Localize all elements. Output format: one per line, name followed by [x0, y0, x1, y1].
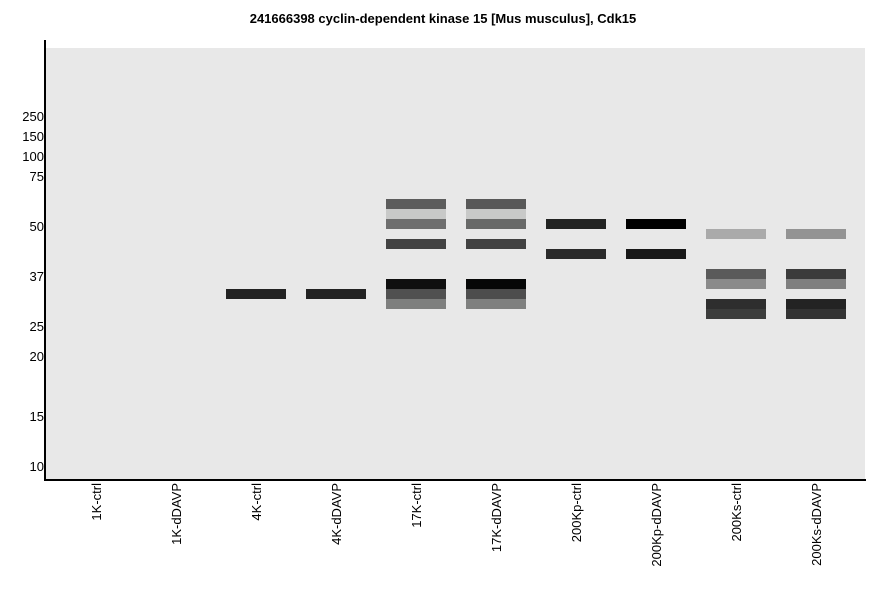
chart-title: 241666398 cyclin-dependent kinase 15 [Mu… — [249, 11, 637, 26]
band — [386, 209, 446, 219]
band — [466, 299, 526, 309]
band — [546, 219, 606, 229]
lane-label: 1K-ctrl — [89, 483, 104, 521]
lane-label: 4K-dDAVP — [329, 483, 344, 545]
band — [466, 279, 526, 289]
lane-label: 17K-dDAVP — [489, 483, 504, 552]
y-tick-label: 10 — [30, 459, 44, 474]
band — [466, 209, 526, 219]
band — [466, 239, 526, 249]
band — [706, 299, 766, 309]
y-tick-label: 75 — [30, 169, 44, 184]
band — [386, 299, 446, 309]
lane-label: 4K-ctrl — [249, 483, 264, 521]
y-tick-label: 15 — [30, 409, 44, 424]
band — [386, 199, 446, 209]
lane-label: 17K-ctrl — [409, 483, 424, 528]
y-tick-label: 20 — [30, 349, 44, 364]
band — [786, 299, 846, 309]
y-tick-label: 37 — [30, 269, 44, 284]
band — [386, 289, 446, 299]
band — [706, 269, 766, 279]
band — [466, 289, 526, 299]
blot-background — [45, 48, 865, 479]
y-tick-label: 250 — [22, 109, 44, 124]
band — [786, 309, 846, 319]
band — [706, 309, 766, 319]
lane-label: 200Ks-ctrl — [729, 483, 744, 542]
lane-label: 1K-dDAVP — [169, 483, 184, 545]
band — [786, 279, 846, 289]
y-tick-label: 50 — [30, 219, 44, 234]
band — [386, 239, 446, 249]
band — [386, 279, 446, 289]
band — [786, 269, 846, 279]
band — [786, 229, 846, 239]
y-tick-label: 150 — [22, 129, 44, 144]
y-tick-label: 100 — [22, 149, 44, 164]
lane-label: 200Kp-dDAVP — [649, 483, 664, 567]
band — [226, 289, 286, 299]
lane-label: 200Ks-dDAVP — [809, 483, 824, 566]
band — [306, 289, 366, 299]
band — [466, 199, 526, 209]
band — [706, 229, 766, 239]
y-tick-label: 25 — [30, 319, 44, 334]
band — [466, 219, 526, 229]
band — [546, 249, 606, 259]
band — [706, 279, 766, 289]
band — [626, 219, 686, 229]
band — [626, 249, 686, 259]
lane-label: 200Kp-ctrl — [569, 483, 584, 542]
band — [386, 219, 446, 229]
